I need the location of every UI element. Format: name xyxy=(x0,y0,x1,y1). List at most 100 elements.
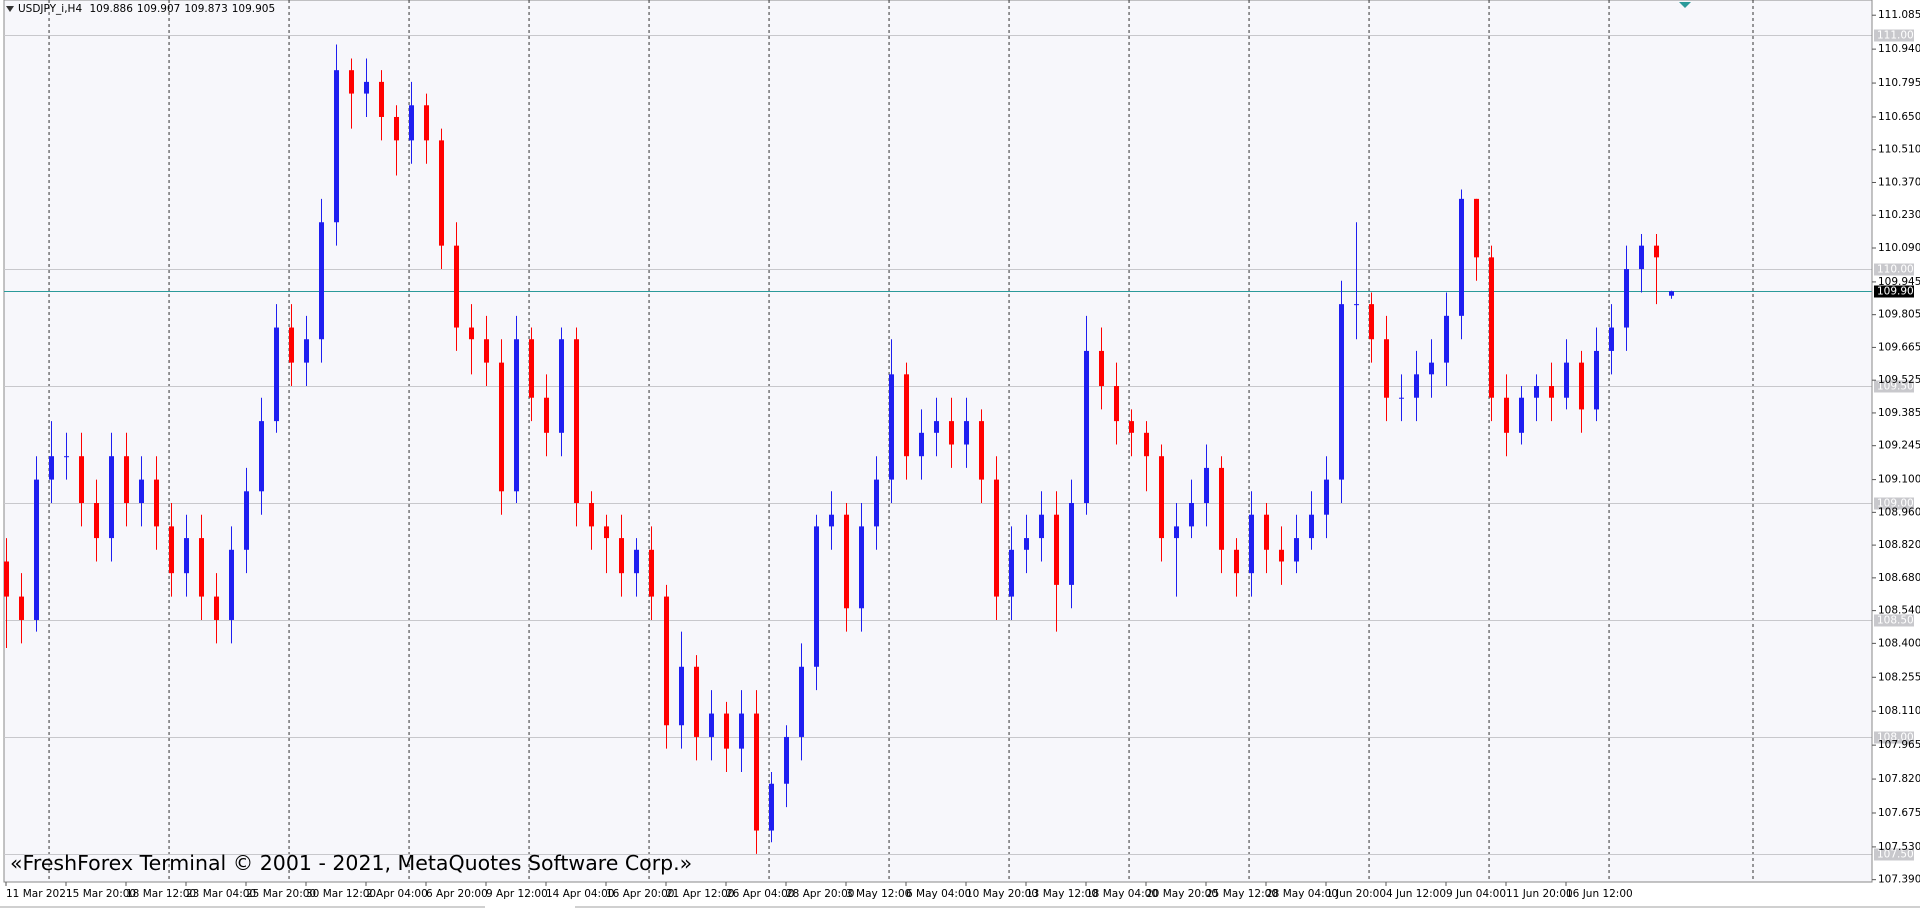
candle-body xyxy=(199,538,204,597)
candle-body xyxy=(19,596,24,620)
candle-body xyxy=(574,339,579,503)
candle-body xyxy=(919,432,924,457)
candle-body xyxy=(229,549,234,620)
candle-body xyxy=(844,514,849,609)
y-tick-label: 110.510 xyxy=(1878,144,1920,156)
candle-body xyxy=(1159,456,1164,539)
candle-body xyxy=(979,421,984,480)
candle-body xyxy=(364,81,369,94)
candle-body xyxy=(1429,362,1434,375)
candle-body xyxy=(1294,538,1299,562)
candle-body xyxy=(424,105,429,141)
x-tick-label: 4 Jun 12:00 xyxy=(1386,888,1446,900)
candle-body xyxy=(304,339,309,363)
shift-marker[interactable] xyxy=(1679,2,1691,8)
candle-body xyxy=(499,362,504,492)
candle-body xyxy=(1204,467,1209,503)
x-tick-label: 9 Jun 04:00 xyxy=(1446,888,1506,900)
low-value: 109.873 xyxy=(184,3,228,15)
y-tick-label: 108.400 xyxy=(1878,637,1920,649)
candle-body xyxy=(4,561,9,597)
y-tick-label: 110.090 xyxy=(1878,242,1920,254)
candle-body xyxy=(319,222,324,340)
candle-body xyxy=(139,479,144,503)
x-tick-label: 16 Apr 20:00 xyxy=(606,888,674,900)
level-label: 107.500 xyxy=(1877,849,1920,861)
scroll-bar[interactable] xyxy=(575,906,1920,908)
candle-body xyxy=(1639,245,1644,270)
y-tick-label: 109.245 xyxy=(1878,440,1920,452)
candle-body xyxy=(1174,526,1179,539)
candle-body xyxy=(724,713,729,749)
watermark: «FreshForex Terminal © 2001 - 2021, Meta… xyxy=(10,851,692,875)
level-label: 109.000 xyxy=(1877,498,1920,510)
candle-body xyxy=(784,736,789,784)
candle-body xyxy=(1189,502,1194,527)
candle-body xyxy=(1474,198,1479,258)
candle-body xyxy=(904,374,909,457)
x-tick-label: 11 Jun 20:00 xyxy=(1506,888,1573,900)
price-label-box xyxy=(1874,285,1914,298)
candle-body xyxy=(1249,514,1254,574)
candle-body xyxy=(1444,315,1449,363)
y-tick-label: 108.110 xyxy=(1878,705,1920,717)
y-tick-label: 111.085 xyxy=(1878,9,1920,21)
x-tick-label: 21 Apr 12:00 xyxy=(666,888,734,900)
candle-body xyxy=(1534,386,1539,398)
x-tick-label: 6 May 04:00 xyxy=(906,888,971,900)
chart-header: USDJPY_i,H4 109.886 109.907 109.873 109.905 xyxy=(6,3,279,15)
candle-body xyxy=(934,421,939,433)
candle-body xyxy=(454,245,459,328)
x-tick-label: 18 May 04:00 xyxy=(1086,888,1158,900)
y-tick-label: 109.805 xyxy=(1878,309,1920,321)
y-tick-label: 108.540 xyxy=(1878,605,1920,617)
candle-body xyxy=(1489,257,1494,398)
high-value: 109.907 xyxy=(136,3,181,15)
candle-body xyxy=(1054,514,1059,585)
candles xyxy=(4,44,1674,854)
x-tick-label: 28 May 04:00 xyxy=(1266,888,1338,900)
candle-body xyxy=(619,538,624,574)
candle-body xyxy=(1384,339,1389,398)
level-label: 109.500 xyxy=(1877,381,1920,393)
x-tick-label: 25 Mar 20:00 xyxy=(246,888,316,900)
candle-body xyxy=(34,479,39,620)
tab-bar[interactable] xyxy=(0,906,485,908)
x-tick-label: 9 Apr 12:00 xyxy=(486,888,548,900)
candle-body xyxy=(709,713,714,737)
candle-body xyxy=(169,526,174,574)
level-label: 108.500 xyxy=(1877,615,1920,627)
candle-body xyxy=(1339,304,1344,480)
y-tick-label: 109.945 xyxy=(1878,276,1920,288)
level-label: 110.000 xyxy=(1877,264,1920,276)
candle-body xyxy=(1309,514,1314,539)
x-tick-label: 1 Jun 20:00 xyxy=(1326,888,1386,900)
x-tick-label: 16 Jun 12:00 xyxy=(1566,888,1633,900)
candle-body xyxy=(964,421,969,445)
candle-body xyxy=(274,327,279,422)
candle-body xyxy=(1009,549,1014,597)
candle-body xyxy=(244,491,249,550)
level-label-box xyxy=(1874,497,1914,510)
candle-body xyxy=(214,596,219,620)
candle-body xyxy=(1234,549,1239,574)
candle-body xyxy=(1324,479,1329,515)
x-tick-label: 15 Mar 20:00 xyxy=(66,888,136,900)
price-axis: 111.000 110.000 109.500 109.000 108.500 108.0… xyxy=(1871,0,1920,886)
candle-body xyxy=(1369,304,1374,340)
candle-body xyxy=(544,397,549,433)
price-label: 109.905 xyxy=(1877,286,1920,298)
candle-body xyxy=(1414,374,1419,398)
candle-body xyxy=(1399,397,1404,399)
menu-icon[interactable] xyxy=(6,6,14,12)
y-tick-label: 110.230 xyxy=(1878,209,1920,221)
candle-body xyxy=(1114,386,1119,422)
candle-body xyxy=(1504,397,1509,433)
candle-body xyxy=(154,479,159,527)
candle-body xyxy=(529,339,534,398)
candle-body xyxy=(1024,538,1029,550)
candle-body xyxy=(109,456,114,539)
y-tick-label: 108.820 xyxy=(1878,539,1920,551)
y-tick-label: 109.100 xyxy=(1878,474,1920,486)
